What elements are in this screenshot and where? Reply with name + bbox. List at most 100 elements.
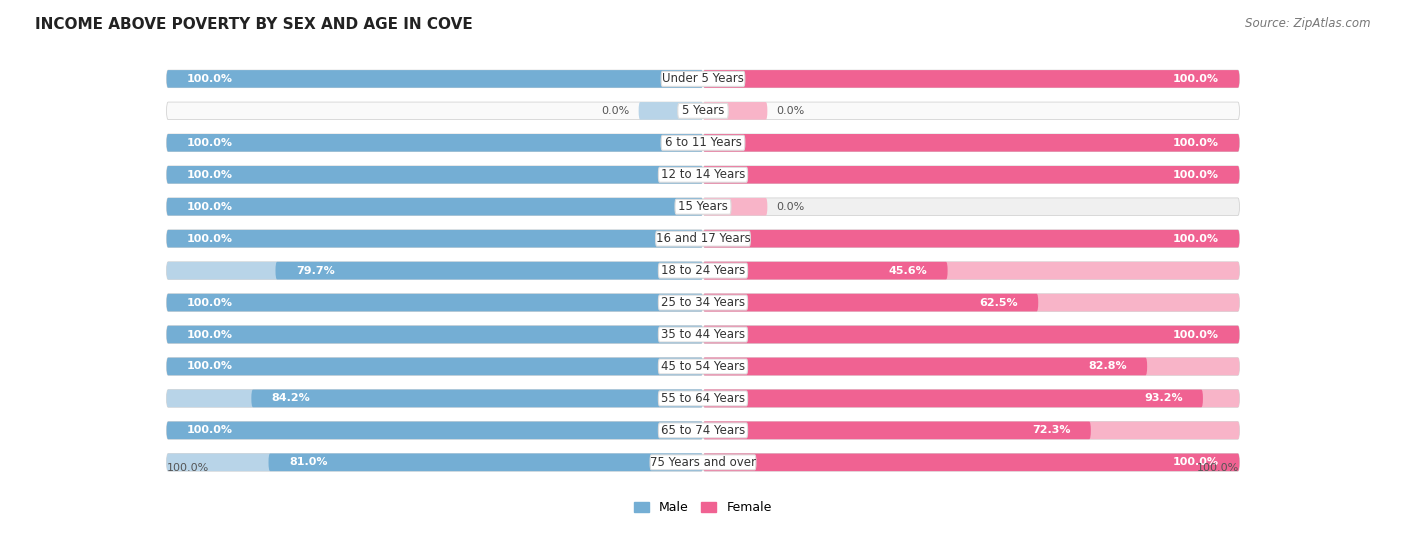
FancyBboxPatch shape [703, 198, 1240, 216]
FancyBboxPatch shape [703, 358, 1147, 375]
Text: 100.0%: 100.0% [1197, 463, 1240, 473]
Text: 100.0%: 100.0% [187, 234, 233, 244]
FancyBboxPatch shape [703, 326, 1240, 343]
FancyBboxPatch shape [703, 390, 1240, 407]
FancyBboxPatch shape [703, 262, 1240, 280]
FancyBboxPatch shape [166, 230, 703, 248]
Text: 100.0%: 100.0% [187, 297, 233, 307]
FancyBboxPatch shape [703, 390, 1204, 407]
FancyBboxPatch shape [703, 198, 768, 216]
FancyBboxPatch shape [703, 230, 1240, 248]
FancyBboxPatch shape [658, 327, 748, 342]
FancyBboxPatch shape [703, 294, 1038, 311]
FancyBboxPatch shape [166, 390, 703, 407]
Text: 100.0%: 100.0% [187, 425, 233, 435]
Text: 100.0%: 100.0% [1173, 457, 1219, 467]
Text: 100.0%: 100.0% [1173, 329, 1219, 339]
FancyBboxPatch shape [661, 135, 745, 150]
FancyBboxPatch shape [658, 295, 748, 310]
Text: 12 to 14 Years: 12 to 14 Years [661, 168, 745, 181]
FancyBboxPatch shape [703, 134, 1240, 151]
FancyBboxPatch shape [166, 166, 703, 183]
FancyBboxPatch shape [658, 263, 748, 278]
FancyBboxPatch shape [703, 70, 1240, 88]
FancyBboxPatch shape [703, 134, 1240, 151]
Text: 0.0%: 0.0% [602, 106, 630, 116]
Text: 35 to 44 Years: 35 to 44 Years [661, 328, 745, 341]
FancyBboxPatch shape [703, 390, 1240, 407]
FancyBboxPatch shape [661, 72, 745, 86]
FancyBboxPatch shape [166, 326, 703, 343]
FancyBboxPatch shape [166, 294, 703, 311]
FancyBboxPatch shape [703, 294, 1240, 311]
FancyBboxPatch shape [658, 167, 748, 182]
Text: 82.8%: 82.8% [1088, 362, 1126, 372]
FancyBboxPatch shape [166, 134, 703, 151]
Text: 5 Years: 5 Years [682, 105, 724, 117]
FancyBboxPatch shape [166, 294, 703, 311]
Text: 100.0%: 100.0% [187, 74, 233, 84]
Text: 100.0%: 100.0% [187, 170, 233, 180]
Text: 72.3%: 72.3% [1032, 425, 1070, 435]
FancyBboxPatch shape [703, 166, 1240, 183]
FancyBboxPatch shape [650, 455, 756, 470]
Text: 100.0%: 100.0% [187, 138, 233, 148]
FancyBboxPatch shape [166, 198, 703, 216]
Text: INCOME ABOVE POVERTY BY SEX AND AGE IN COVE: INCOME ABOVE POVERTY BY SEX AND AGE IN C… [35, 17, 472, 32]
Legend: Male, Female: Male, Female [630, 496, 776, 519]
Text: 100.0%: 100.0% [1173, 170, 1219, 180]
FancyBboxPatch shape [703, 166, 1240, 183]
Text: 0.0%: 0.0% [776, 106, 804, 116]
FancyBboxPatch shape [703, 421, 1091, 439]
FancyBboxPatch shape [166, 230, 703, 248]
FancyBboxPatch shape [703, 421, 1240, 439]
Text: 18 to 24 Years: 18 to 24 Years [661, 264, 745, 277]
Text: 100.0%: 100.0% [187, 329, 233, 339]
FancyBboxPatch shape [658, 359, 748, 374]
FancyBboxPatch shape [675, 199, 731, 214]
FancyBboxPatch shape [703, 358, 1240, 375]
Text: 55 to 64 Years: 55 to 64 Years [661, 392, 745, 405]
FancyBboxPatch shape [703, 70, 1240, 88]
Text: 0.0%: 0.0% [776, 202, 804, 212]
FancyBboxPatch shape [703, 102, 768, 120]
FancyBboxPatch shape [703, 453, 1240, 471]
FancyBboxPatch shape [703, 262, 948, 280]
Text: 81.0%: 81.0% [288, 457, 328, 467]
Text: 100.0%: 100.0% [1173, 234, 1219, 244]
Text: 100.0%: 100.0% [1173, 74, 1219, 84]
Text: 84.2%: 84.2% [271, 394, 311, 404]
FancyBboxPatch shape [655, 231, 751, 246]
FancyBboxPatch shape [658, 391, 748, 406]
Text: 100.0%: 100.0% [166, 463, 209, 473]
Text: 65 to 74 Years: 65 to 74 Years [661, 424, 745, 437]
FancyBboxPatch shape [703, 326, 1240, 343]
FancyBboxPatch shape [703, 294, 1240, 311]
FancyBboxPatch shape [166, 166, 703, 183]
FancyBboxPatch shape [252, 390, 703, 407]
FancyBboxPatch shape [166, 358, 703, 375]
FancyBboxPatch shape [166, 390, 703, 407]
Text: 93.2%: 93.2% [1144, 394, 1182, 404]
Text: 79.7%: 79.7% [295, 266, 335, 276]
FancyBboxPatch shape [166, 421, 703, 439]
FancyBboxPatch shape [269, 453, 703, 471]
FancyBboxPatch shape [703, 262, 1240, 280]
Text: 16 and 17 Years: 16 and 17 Years [655, 232, 751, 245]
FancyBboxPatch shape [703, 453, 1240, 471]
FancyBboxPatch shape [166, 70, 703, 88]
Text: 100.0%: 100.0% [187, 202, 233, 212]
FancyBboxPatch shape [166, 70, 703, 88]
Text: 45.6%: 45.6% [889, 266, 927, 276]
FancyBboxPatch shape [166, 102, 703, 120]
FancyBboxPatch shape [166, 326, 703, 343]
FancyBboxPatch shape [703, 358, 1240, 375]
FancyBboxPatch shape [166, 134, 703, 151]
FancyBboxPatch shape [703, 230, 1240, 248]
Text: 75 Years and over: 75 Years and over [650, 456, 756, 469]
Text: Under 5 Years: Under 5 Years [662, 73, 744, 86]
FancyBboxPatch shape [638, 102, 703, 120]
FancyBboxPatch shape [678, 103, 728, 119]
Text: 62.5%: 62.5% [979, 297, 1018, 307]
FancyBboxPatch shape [166, 198, 703, 216]
